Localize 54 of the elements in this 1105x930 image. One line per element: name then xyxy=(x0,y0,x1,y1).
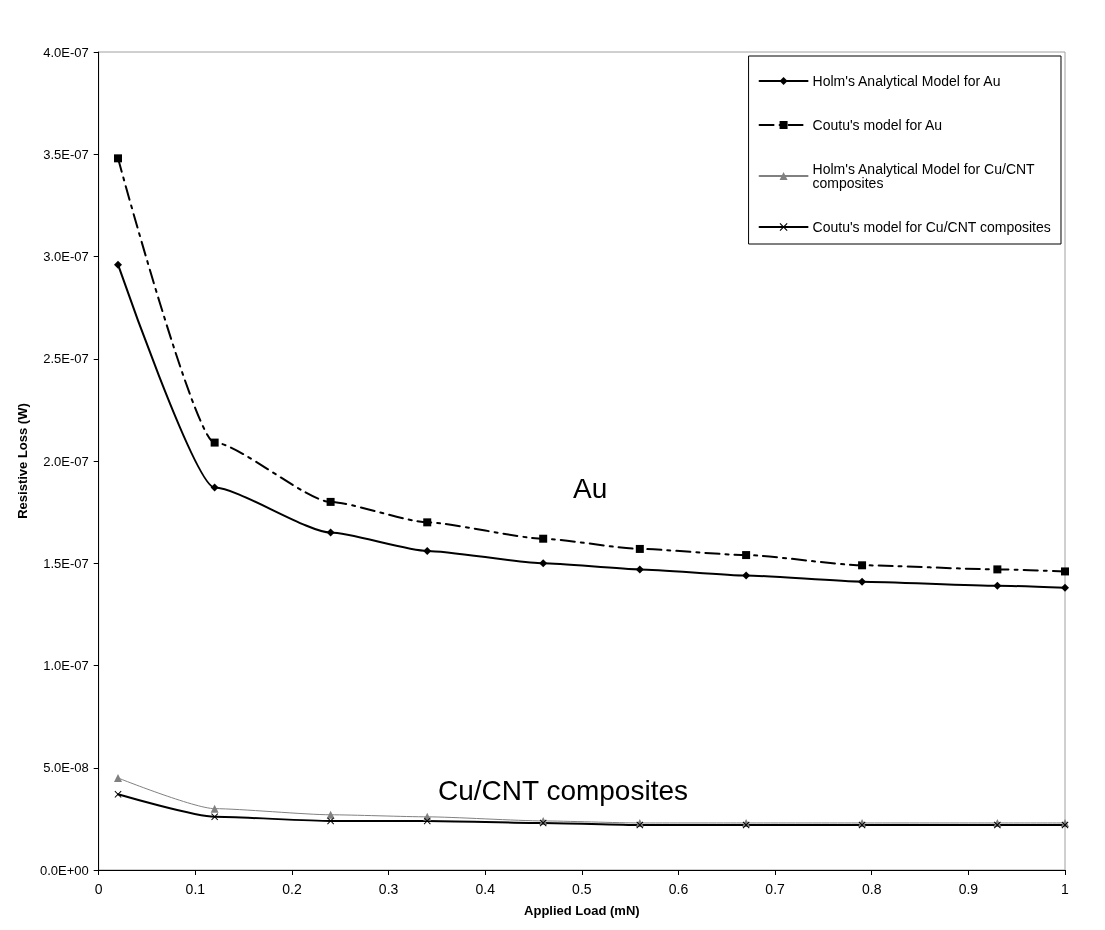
point xyxy=(742,551,751,560)
y-tick-label: 0.0E+00 xyxy=(39,862,89,878)
y-tick-label: 2.0E-07 xyxy=(43,453,89,469)
point xyxy=(858,577,867,586)
x-tick-label: 0.6 xyxy=(668,881,689,897)
point xyxy=(114,773,123,782)
x-tick-label: 0.3 xyxy=(378,881,399,897)
x-tick-label: 0.1 xyxy=(185,881,206,897)
point xyxy=(539,559,548,568)
y-tick-label: 2.5E-07 xyxy=(43,351,89,367)
point xyxy=(993,565,1002,574)
point xyxy=(423,518,432,527)
x-tick-label: 0.5 xyxy=(572,881,592,897)
point xyxy=(114,790,122,798)
point xyxy=(423,817,431,825)
point xyxy=(1061,583,1069,592)
x-tick-label: 0.7 xyxy=(765,881,786,897)
point xyxy=(858,561,867,570)
annotation: Cu/CNT composites xyxy=(438,774,689,806)
y-axis-title: Resistive Loss (W) xyxy=(15,403,30,519)
point xyxy=(327,817,335,825)
point xyxy=(539,534,548,543)
point xyxy=(114,154,123,163)
point xyxy=(211,813,219,821)
y-tick-label: 3.0E-07 xyxy=(43,249,89,264)
x-tick-label: 0.4 xyxy=(475,881,496,897)
point xyxy=(210,438,219,447)
y-tick-label: 1.0E-07 xyxy=(43,658,89,673)
point xyxy=(1061,567,1069,576)
legend-label: Holm's Analytical Model for Cu/CNT composites xyxy=(812,161,1039,191)
y-tick-label: 4.0E-07 xyxy=(43,44,89,60)
point xyxy=(326,528,335,537)
point xyxy=(635,565,644,574)
y-tick-label: 5.0E-08 xyxy=(43,760,89,776)
legend-label: Coutu's model for Au xyxy=(812,117,943,133)
point xyxy=(635,544,644,553)
y-tick-label: 1.5E-07 xyxy=(43,555,89,571)
legend-label: Coutu's model for Cu/CNT composites xyxy=(812,219,1051,235)
point xyxy=(423,546,432,555)
x-tick-label: 0.9 xyxy=(958,881,979,897)
point xyxy=(114,260,123,269)
x-axis-title: Applied Load (mN) xyxy=(524,903,640,918)
point xyxy=(210,804,219,813)
x-tick-label: 0.2 xyxy=(282,881,302,897)
point xyxy=(742,571,751,580)
x-tick-label: 1 xyxy=(1061,881,1070,897)
x-tick-label: 0.8 xyxy=(862,881,882,897)
point xyxy=(210,483,219,492)
point xyxy=(993,581,1002,590)
point xyxy=(326,497,335,506)
annotation: Au xyxy=(573,472,608,504)
legend-label: Holm's Analytical Model for Au xyxy=(812,73,1001,89)
y-tick-label: 3.5E-07 xyxy=(43,146,89,162)
x-tick-label: 0 xyxy=(94,881,103,897)
